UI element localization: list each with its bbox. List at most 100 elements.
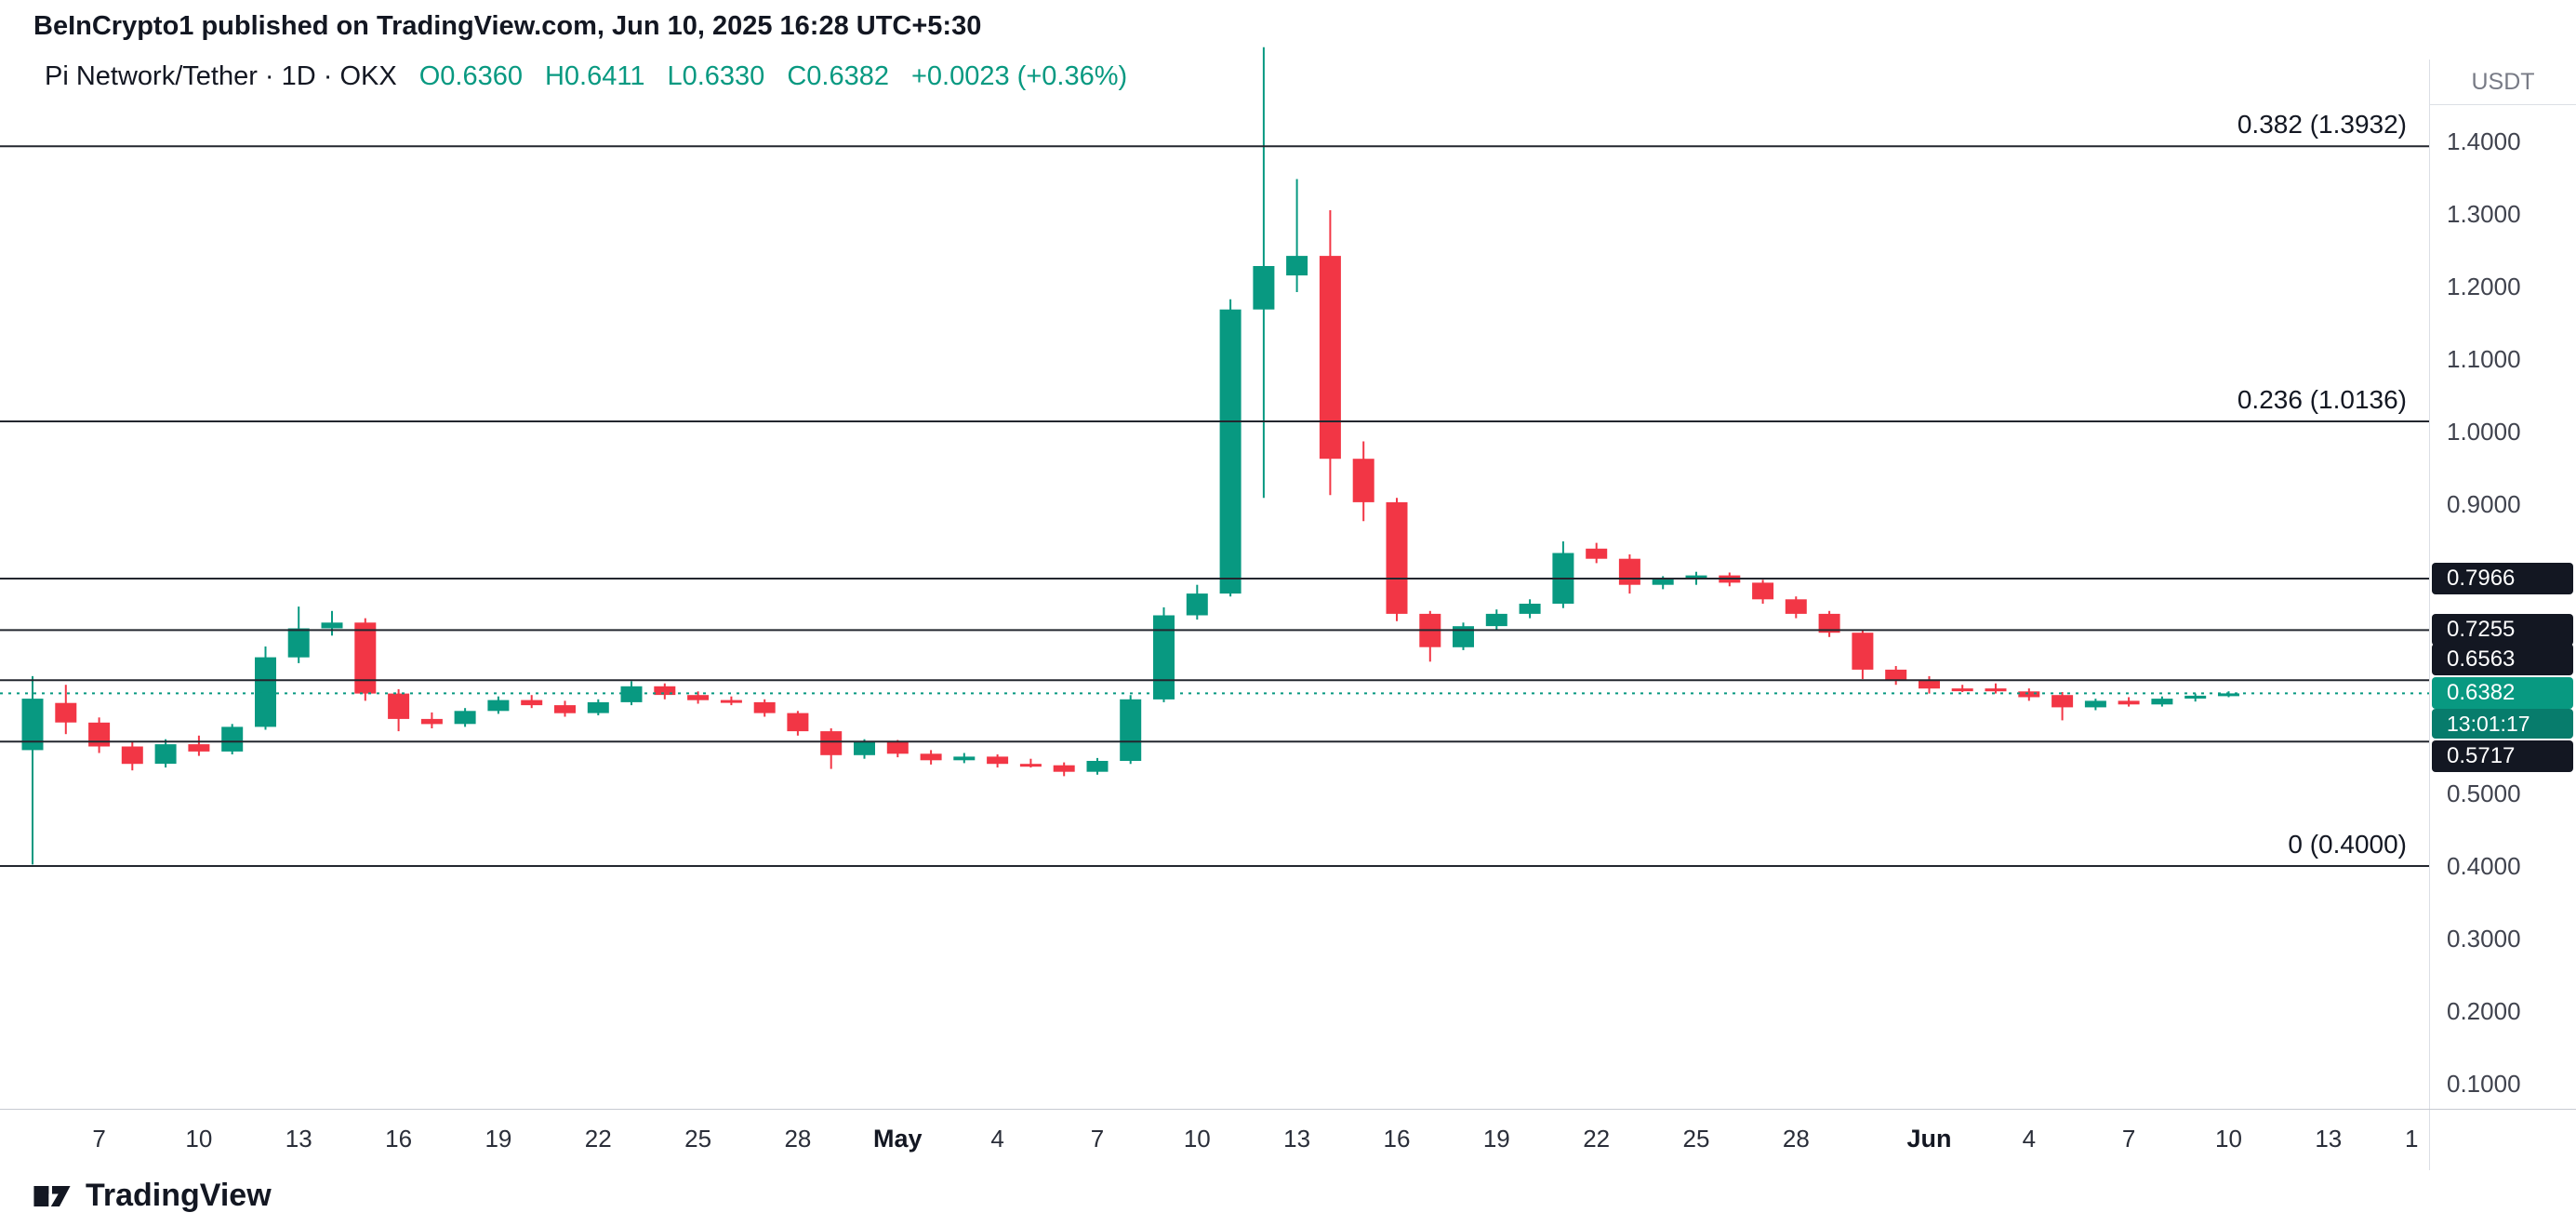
candle-body	[1153, 615, 1175, 700]
price-change: +0.0023 (+0.36%)	[910, 61, 1128, 91]
tradingview-brand-text: TradingView	[86, 1178, 272, 1213]
price-tick-label: 0.9000	[2447, 489, 2521, 518]
candle-body	[487, 700, 510, 712]
candle-body	[2151, 699, 2173, 705]
candle-body	[1086, 761, 1109, 772]
quote-currency-text: USDT	[2471, 68, 2535, 95]
candle-body	[1352, 459, 1374, 502]
candle-body	[88, 722, 111, 747]
candle-body	[1219, 309, 1242, 594]
price-level-badge: 0.5717	[2432, 740, 2573, 773]
candle-body	[854, 741, 875, 755]
candle-body	[255, 657, 276, 727]
time-tick-label: 10	[2215, 1125, 2242, 1153]
candle-body	[1752, 582, 1774, 600]
tradingview-logo-icon[interactable]	[32, 1179, 73, 1213]
time-tick-label: 7	[2121, 1125, 2136, 1153]
candle-body	[753, 701, 776, 713]
ohlc-open: O0.6360	[418, 61, 523, 91]
price-axis[interactable]: USDT 1.4000 1.3000 1.2000 1.1000 1.0000 0.900…	[2430, 0, 2576, 1170]
time-tick-label: Jun	[1906, 1125, 1952, 1153]
candle-body	[587, 701, 609, 713]
candle-body	[1618, 558, 1640, 585]
ohlc-close: C0.6382	[787, 61, 889, 91]
price-tick-label: 1.1000	[2447, 344, 2521, 373]
candle-body	[1685, 575, 1707, 580]
candle-body	[1785, 599, 1807, 614]
candle-body	[720, 700, 742, 703]
time-tick-label: 7	[1090, 1125, 1105, 1153]
candle-body	[987, 756, 1009, 765]
candle-body	[1818, 613, 1840, 633]
time-tick-label: 19	[1482, 1125, 1510, 1153]
price-tick-label: 1.4000	[2447, 127, 2521, 155]
footer: TradingView	[32, 1178, 272, 1214]
candle-body	[2084, 700, 2106, 708]
candle-body	[420, 718, 443, 725]
time-axis[interactable]: 7 10 13 16 19 22 25 28 May 4 7 10 13 16 19 22 25 28 Jun 4 7 1…	[0, 1109, 2576, 1171]
candle-body	[920, 753, 942, 761]
candle-body	[1286, 256, 1308, 276]
candle-body	[2052, 695, 2074, 708]
candle-body	[188, 744, 210, 752]
time-tick-label: 13	[285, 1125, 312, 1153]
time-tick-label: 4	[2022, 1125, 2037, 1153]
candle-body	[1319, 256, 1341, 460]
candle-body	[1485, 613, 1507, 627]
price-level-badge: 0.7966	[2432, 563, 2573, 595]
time-tick-label: 19	[485, 1125, 512, 1153]
candle-body	[787, 713, 809, 732]
candle-body	[154, 744, 177, 765]
candle-body	[321, 622, 343, 629]
time-tick-label: 10	[1183, 1125, 1211, 1153]
candle-body	[620, 686, 643, 702]
candlestick-chart[interactable]	[0, 0, 2429, 1170]
time-tick-label: 22	[584, 1125, 612, 1153]
candle-body	[886, 741, 909, 754]
price-level-badge: 0.7255	[2432, 614, 2573, 646]
candle-body	[1120, 699, 1142, 761]
time-tick-layer: 7 10 13 16 19 22 25 28 May 4 7 10 13 16 19 22 25 28 Jun 4 7 1…	[0, 1110, 2429, 1171]
candle-body	[521, 700, 543, 706]
candle-body	[687, 695, 710, 700]
candle-body	[2018, 691, 2040, 698]
attribution-text: BeInCrypto1 published on TradingView.com…	[33, 11, 982, 41]
candle-body	[1985, 688, 2007, 692]
symbol-title: Pi Network/Tether · 1D · OKX	[45, 61, 397, 91]
candle-body	[454, 711, 476, 725]
time-tick-label: 4	[990, 1125, 1004, 1153]
time-tick-label: 7	[92, 1125, 106, 1153]
candle-body	[1586, 548, 1608, 559]
candle-body	[1019, 764, 1042, 767]
candle-body	[1885, 669, 1907, 681]
symbol-header: Pi Network/Tether · 1D · OKX O0.6360 H0.…	[45, 61, 1127, 92]
chart-plot-area[interactable]: 0.382 (1.3932) 0.236 (1.0136) 0 (0.4000) P…	[0, 0, 2429, 1170]
candle-body	[287, 628, 310, 658]
candle-body	[221, 726, 244, 752]
time-tick-label: 16	[385, 1125, 413, 1153]
ohlc-low: L0.6330	[667, 61, 765, 91]
candle-body	[654, 686, 676, 696]
candle-body	[1519, 604, 1541, 614]
candle-body	[1652, 579, 1674, 585]
time-tick-label: 25	[1682, 1125, 1710, 1153]
quote-currency-label: USDT	[2430, 60, 2576, 105]
time-tick-label: 28	[1782, 1125, 1810, 1153]
candle-body	[1919, 680, 1940, 689]
candle-body	[354, 622, 377, 694]
time-tick-label: 1	[2405, 1125, 2419, 1153]
price-tick-label: 1.0000	[2447, 417, 2521, 446]
price-level-badge: 0.6563	[2432, 644, 2573, 676]
price-tick-label: 0.1000	[2447, 1069, 2521, 1098]
price-tick-label: 1.3000	[2447, 199, 2521, 228]
price-tick-label: 0.3000	[2447, 924, 2521, 953]
candle-body	[2218, 693, 2239, 697]
price-tick-label: 0.4000	[2447, 852, 2521, 880]
candle-body	[2118, 700, 2140, 705]
ohlc-high: H0.6411	[544, 61, 645, 91]
candle-body	[1951, 688, 1973, 692]
time-tick-label: 13	[2315, 1125, 2343, 1153]
price-tick-label: 0.2000	[2447, 996, 2521, 1025]
candle-body	[1852, 633, 1874, 670]
